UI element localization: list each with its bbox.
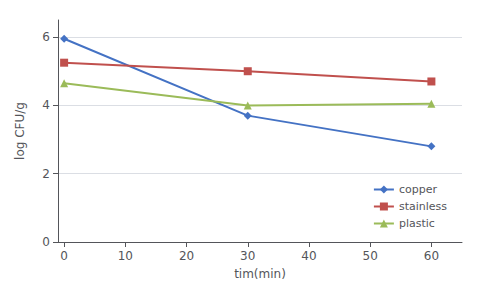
svg-text:0: 0 [42, 235, 50, 249]
svg-text:plastic: plastic [399, 217, 435, 230]
svg-text:6: 6 [42, 30, 50, 44]
svg-text:tim(min): tim(min) [234, 267, 286, 281]
svg-text:50: 50 [363, 249, 378, 263]
svg-text:60: 60 [424, 249, 439, 263]
svg-text:log CFU/g: log CFU/g [13, 102, 27, 160]
svg-text:4: 4 [42, 98, 50, 112]
svg-text:10: 10 [118, 249, 133, 263]
svg-text:0: 0 [60, 249, 68, 263]
svg-text:40: 40 [301, 249, 316, 263]
svg-text:2: 2 [42, 167, 50, 181]
svg-text:20: 20 [179, 249, 194, 263]
svg-text:copper: copper [399, 183, 438, 196]
svg-text:stainless: stainless [399, 200, 447, 213]
svg-text:30: 30 [240, 249, 255, 263]
